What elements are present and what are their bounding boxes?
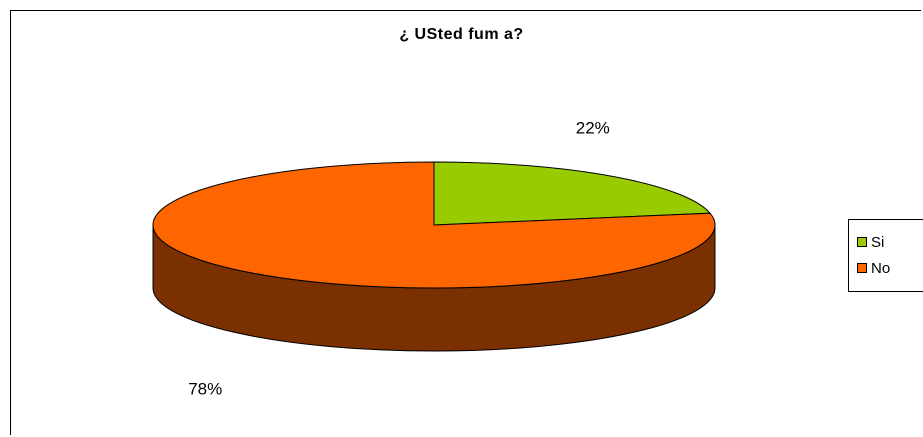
chart-legend: Si No bbox=[848, 219, 923, 292]
legend-label-si: Si bbox=[871, 233, 885, 251]
legend-label-no: No bbox=[871, 259, 891, 277]
pie-slice-no bbox=[152, 161, 716, 289]
data-label-no: 78% bbox=[188, 380, 222, 399]
data-label-si: 22% bbox=[576, 118, 610, 137]
legend-swatch-no bbox=[857, 263, 867, 273]
legend-swatch-si bbox=[857, 237, 867, 247]
pie-slice-si bbox=[433, 161, 712, 226]
chart-title: ¿ USted fum a? bbox=[399, 26, 524, 43]
legend-item-no: No bbox=[857, 258, 890, 278]
legend-item-si: Si bbox=[857, 232, 884, 252]
